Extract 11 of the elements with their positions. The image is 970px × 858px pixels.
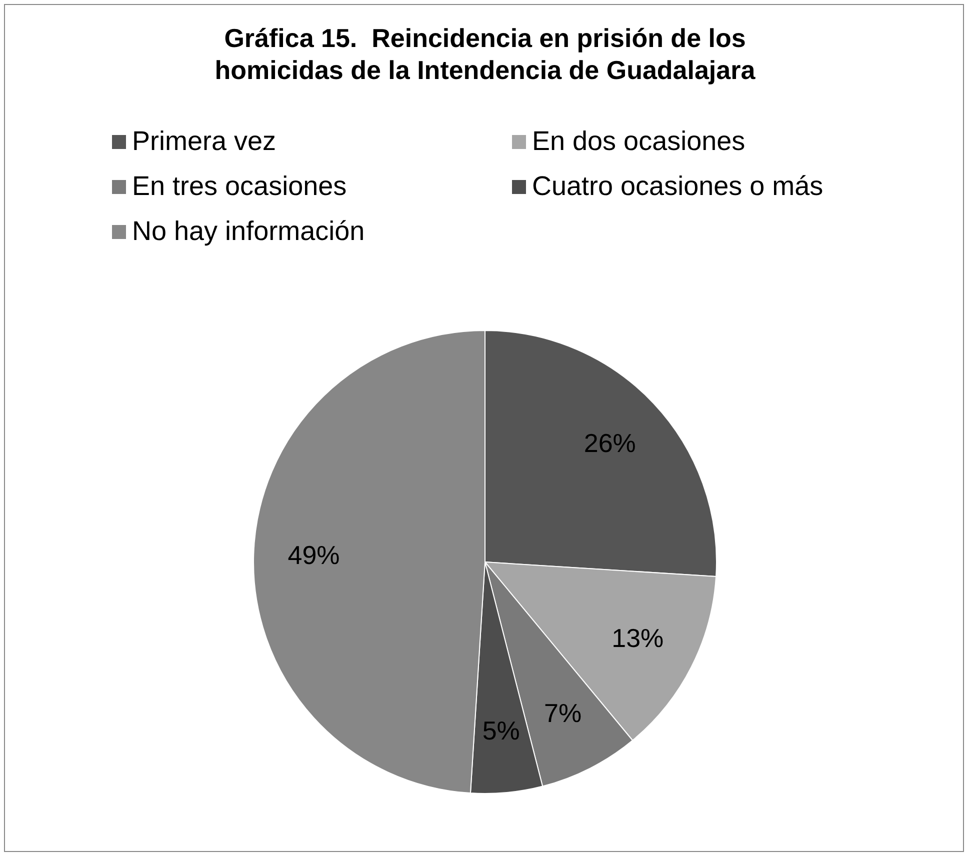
data-label: 5%	[482, 716, 520, 746]
data-label: 26%	[584, 428, 636, 458]
data-label: 7%	[544, 698, 582, 728]
legend-label: En dos ocasiones	[532, 126, 746, 157]
data-label: 13%	[612, 622, 664, 653]
legend-label: Primera vez	[132, 126, 276, 157]
legend-label: En tres ocasiones	[132, 171, 347, 202]
chart-title: Gráfica 15. Reincidencia en prisión de los homicidas de la Intendencia de Guadalajara	[214, 22, 756, 86]
data-label: 49%	[288, 540, 340, 570]
legend-label: No hay información	[132, 216, 365, 247]
legend-label: Cuatro ocasiones o más	[532, 171, 824, 202]
